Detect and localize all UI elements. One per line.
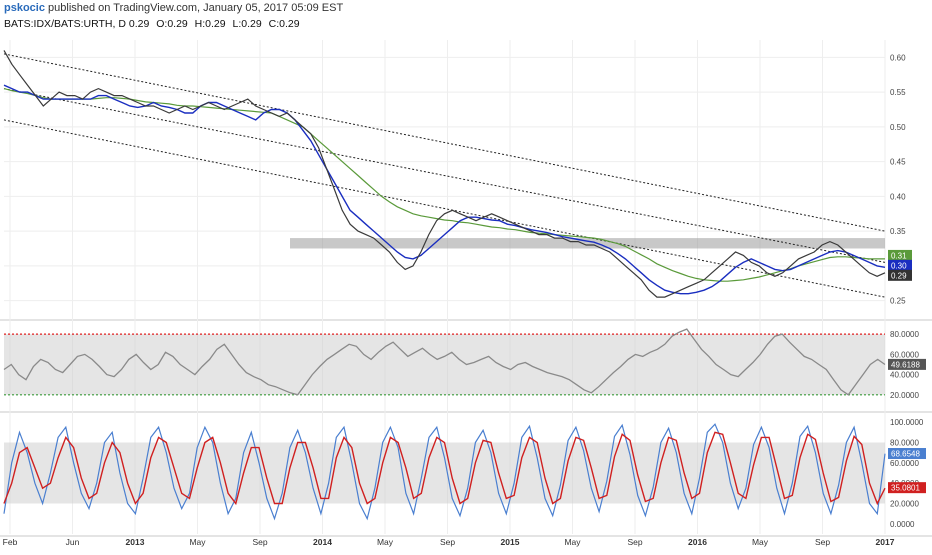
price-tick-label: 0.55 xyxy=(890,88,906,97)
x-tick-label: May xyxy=(752,537,769,547)
x-tick-label: May xyxy=(564,537,581,547)
last-value-label: 0.29 xyxy=(891,271,907,280)
rsi-band xyxy=(4,334,885,395)
stoch-d-line xyxy=(3,431,886,506)
trendline xyxy=(3,88,886,263)
x-tick-label: Sep xyxy=(815,537,830,547)
last-value-label: 0.31 xyxy=(891,251,907,260)
x-tick-label: 2015 xyxy=(501,537,520,547)
chart-area[interactable]: 0.600.550.500.450.400.350.300.250.310.30… xyxy=(0,36,932,550)
price-tick-label: 0.35 xyxy=(890,227,906,236)
high-label: H: xyxy=(194,18,206,30)
chart-header: pskocic published on TradingView.com, Ja… xyxy=(0,0,932,36)
rsi-tick-label: 20.0000 xyxy=(890,391,919,400)
stoch-tick-label: 60.0000 xyxy=(890,459,919,468)
last-value-label: 0.30 xyxy=(891,261,907,270)
stoch-tick-label: 80.0000 xyxy=(890,438,919,447)
stoch-d-label: 35.0801 xyxy=(891,484,920,493)
stoch-k-label: 68.6548 xyxy=(891,450,920,459)
last-price: 0.29 xyxy=(128,18,150,30)
author-link[interactable]: pskocic xyxy=(4,2,45,14)
symbol-line: BATS:IDX/BATS:URTH, D 0.29 O:0.29 H:0.29… xyxy=(4,18,300,30)
publish-line: pskocic published on TradingView.com, Ja… xyxy=(4,2,343,14)
ma-blue-line xyxy=(3,84,886,295)
open-label: O: xyxy=(156,18,168,30)
x-tick-label: 2014 xyxy=(313,537,332,547)
x-tick-label: 2013 xyxy=(126,537,145,547)
stoch-tick-label: 0.0000 xyxy=(890,520,915,529)
ma-green-line xyxy=(3,88,885,282)
x-tick-label: May xyxy=(377,537,394,547)
chart-svg[interactable]: 0.600.550.500.450.400.350.300.250.310.30… xyxy=(0,36,932,550)
stoch-tick-label: 100.0000 xyxy=(890,418,924,427)
trendline xyxy=(3,119,886,298)
publish-text: published on TradingView.com, January 05… xyxy=(48,2,344,14)
price-tick-label: 0.50 xyxy=(890,123,906,132)
last-value-tag xyxy=(888,249,912,261)
stoch-k-line xyxy=(3,423,886,521)
stoch-d-tag xyxy=(888,482,926,494)
low-label: L: xyxy=(232,18,242,30)
low-value: 0.29 xyxy=(241,18,262,30)
symbol-label: BATS:IDX/BATS:URTH, D xyxy=(4,18,126,30)
stoch-tick-label: 20.0000 xyxy=(890,499,919,508)
price-tick-label: 0.25 xyxy=(890,297,906,306)
x-tick-label: Jun xyxy=(66,537,80,547)
price-tick-label: 0.45 xyxy=(890,158,906,167)
close-value: 0.29 xyxy=(279,18,300,30)
open-value: 0.29 xyxy=(167,18,188,30)
support-resistance-zone xyxy=(290,238,885,249)
x-tick-label: May xyxy=(189,537,206,547)
rsi-tick-label: 80.0000 xyxy=(890,330,919,339)
price-tick-label: 0.60 xyxy=(890,53,906,62)
close-label: C: xyxy=(268,18,280,30)
x-tick-label: 2017 xyxy=(876,537,895,547)
high-value: 0.29 xyxy=(205,18,226,30)
x-tick-label: Feb xyxy=(3,537,18,547)
rsi-tick-label: 60.0000 xyxy=(890,350,919,359)
rsi-value-label: 49.6188 xyxy=(891,360,920,369)
x-tick-label: Sep xyxy=(627,537,642,547)
x-tick-label: Sep xyxy=(252,537,267,547)
rsi-line xyxy=(3,328,886,396)
price-tick-label: 0.40 xyxy=(890,192,906,201)
price-line xyxy=(3,50,886,298)
x-tick-label: 2016 xyxy=(688,537,707,547)
last-value-tag xyxy=(888,259,912,271)
trendline xyxy=(3,53,886,232)
rsi-value-tag xyxy=(888,358,926,370)
rsi-tick-label: 40.0000 xyxy=(890,371,919,380)
x-tick-label: Sep xyxy=(440,537,455,547)
last-value-tag xyxy=(888,269,912,281)
stoch-k-tag xyxy=(888,448,926,460)
